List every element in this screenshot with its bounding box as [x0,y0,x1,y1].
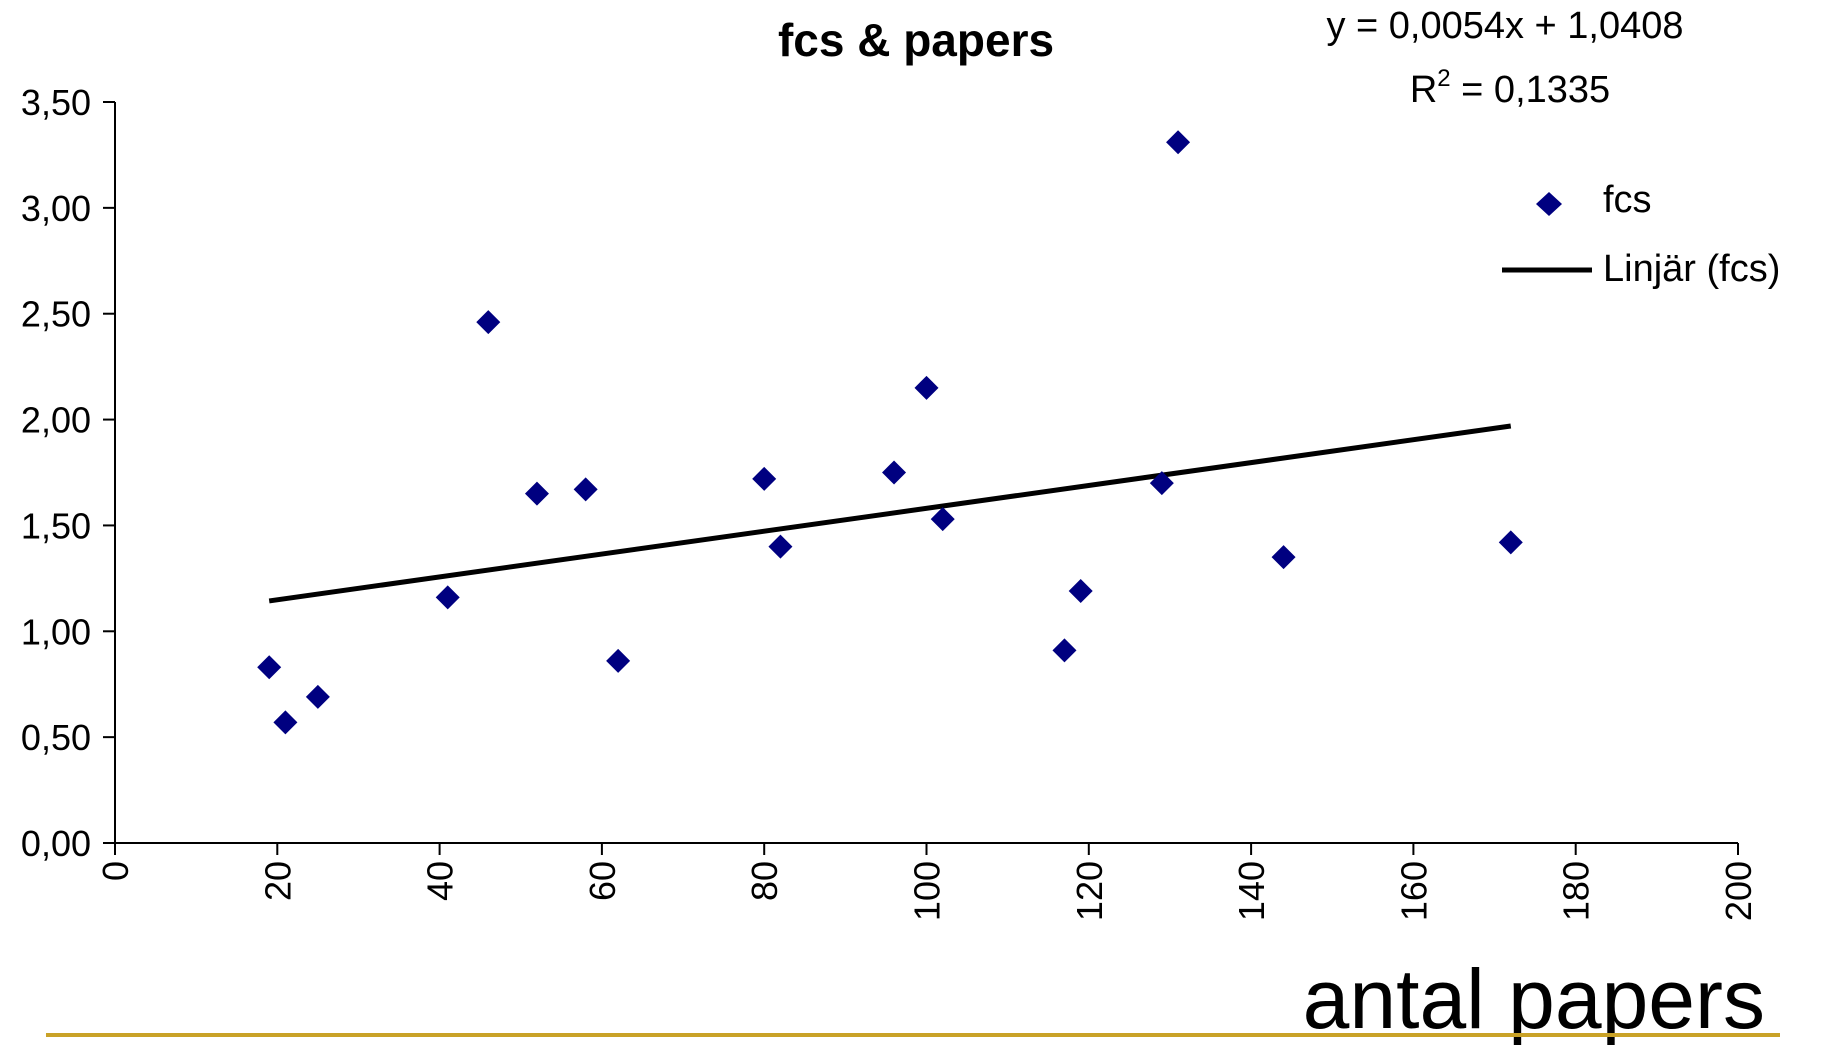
x-tick-label: 160 [1393,861,1434,921]
trendline [268,423,1512,604]
data-point [1068,579,1093,604]
x-tick-label: 200 [1718,861,1759,921]
r-squared-label: R2 = 0,1335 [1410,65,1610,111]
data-point [768,534,793,559]
x-tick-label: 20 [257,861,298,901]
x-tick-label: 140 [1231,861,1272,921]
r-squared-symbol: R [1410,69,1437,111]
y-tick-label: 2,00 [21,400,91,441]
trendline-equation: y = 0,0054x + 1,0408 [1326,5,1683,47]
data-point [882,460,907,485]
x-tick-label: 60 [582,861,623,901]
data-points [257,130,1523,735]
y-tick-label: 3,00 [21,188,91,229]
data-point [573,477,598,502]
data-point [305,684,330,709]
x-axis-ticks: 0 20 40 60 80 100 120 140 160 180 200 [95,843,1759,921]
y-axis-ticks: 0,00 0,50 1,00 1,50 2,00 2,50 3,00 3,50 [21,82,115,864]
data-point [1052,638,1077,663]
y-tick-label: 2,50 [21,294,91,335]
legend: fcs Linjär (fcs) [1502,179,1780,290]
legend-label-trend: Linjär (fcs) [1603,248,1780,290]
x-tick-label: 80 [744,861,785,901]
data-point [914,375,939,400]
data-point [273,710,298,735]
x-tick-label: 100 [907,861,948,921]
x-tick-label: 0 [95,861,136,881]
legend-marker-fcs [1536,192,1562,216]
x-tick-label: 120 [1069,861,1110,921]
y-tick-label: 1,00 [21,611,91,652]
y-tick-label: 3,50 [21,82,91,123]
data-point [752,466,777,491]
data-point [524,481,549,506]
x-tick-label: 180 [1556,861,1597,921]
data-point [930,507,955,532]
data-point [476,310,501,335]
r-squared-superscript: 2 [1437,65,1450,92]
data-point [1166,130,1191,155]
data-point [1498,530,1523,555]
y-tick-label: 1,50 [21,505,91,546]
data-point [606,648,631,673]
data-point [435,585,460,610]
r-squared-value: = 0,1335 [1451,69,1611,111]
x-axis-label: antal papers [1303,952,1765,1045]
data-point [1271,545,1296,570]
data-point [1149,471,1174,496]
legend-label-fcs: fcs [1603,179,1652,221]
chart-title: fcs & papers [778,14,1054,66]
axes [114,102,1738,844]
y-tick-label: 0,00 [21,823,91,864]
y-tick-label: 0,50 [21,717,91,758]
trendline-group [268,423,1512,604]
data-point [257,655,282,680]
x-tick-label: 40 [420,861,461,901]
